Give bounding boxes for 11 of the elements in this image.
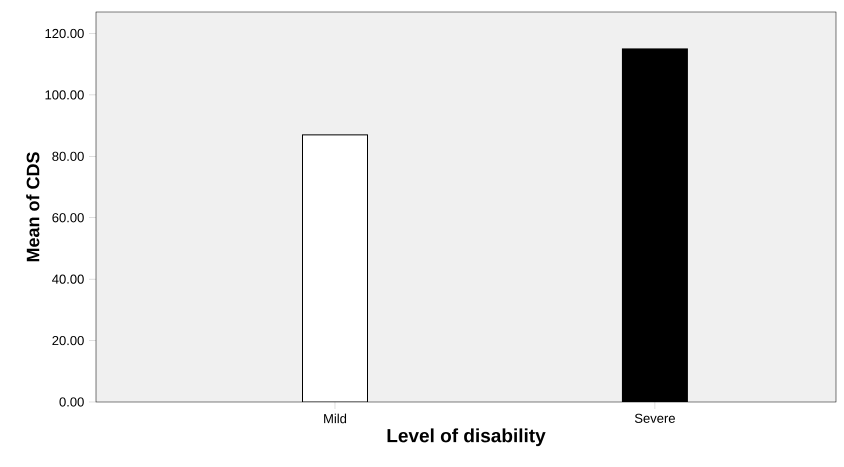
y-tick-label: 20.00 [52,336,84,346]
y-tick-label: 40.00 [52,274,84,284]
y-tick-label: 0.00 [59,397,84,407]
y-tick-label: 120.00 [46,28,84,38]
x-tick-label: Severe [634,414,675,423]
x-axis-title: Level of disability [388,428,546,446]
y-tick-label: 60.00 [52,213,84,222]
x-tick-label: Mild [324,414,346,424]
y-tick-label: 80.00 [52,152,84,161]
y-axis-title: Mean of CDS [26,152,40,262]
y-tick-label: 100.00 [46,90,84,100]
